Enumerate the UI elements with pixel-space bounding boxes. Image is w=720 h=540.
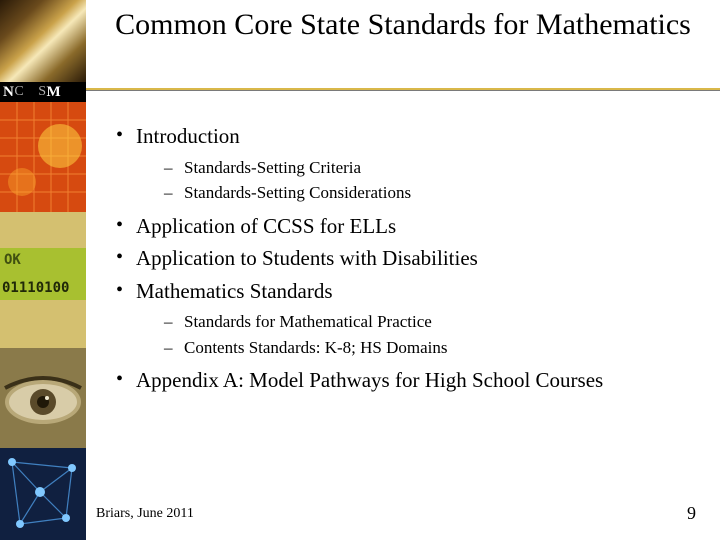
bullet-l1: Introduction Standards-Setting Criteria … <box>110 120 710 206</box>
sidebar-panel-tan-1 <box>0 212 86 248</box>
ncsm-logo: N C S M <box>0 82 86 102</box>
bullet-text: Standards-Setting Considerations <box>184 183 411 202</box>
bullet-l1: Application to Students with Disabilitie… <box>110 242 710 275</box>
footer-author-date: Briars, June 2011 <box>96 506 194 522</box>
bullet-text: Standards-Setting Criteria <box>184 158 361 177</box>
body-content: Introduction Standards-Setting Criteria … <box>110 120 710 397</box>
bullet-text: Appendix A: Model Pathways for High Scho… <box>136 368 603 392</box>
bullet-text: Standards for Mathematical Practice <box>184 312 432 331</box>
bullet-l2: Standards for Mathematical Practice <box>164 309 710 335</box>
sidebar-panel-orange <box>0 102 86 212</box>
footer-page-number: 9 <box>687 503 696 524</box>
bullet-text: Application to Students with Disabilitie… <box>136 246 478 270</box>
logo-letter-s: S <box>38 84 46 100</box>
logo-letter-c: C <box>14 84 24 100</box>
logo-letter-n: N <box>3 84 14 101</box>
sidebar-panel-bronze <box>0 0 86 82</box>
svg-text:OK: OK <box>4 252 21 268</box>
bullet-l1: Application of CCSS for ELLs <box>110 210 710 243</box>
bullet-l1: Mathematics Standards Standards for Math… <box>110 275 710 361</box>
bullet-l1: Appendix A: Model Pathways for High Scho… <box>110 364 710 397</box>
bullet-text: Contents Standards: K-8; HS Domains <box>184 338 448 357</box>
slide-title: Common Core State Standards for Mathemat… <box>96 8 710 43</box>
bullet-l2: Standards-Setting Criteria <box>164 155 710 181</box>
slide: N C S M <box>0 0 720 540</box>
sidebar-panel-network <box>0 448 86 540</box>
logo-letter-m: M <box>46 84 61 101</box>
bullet-text: Mathematics Standards <box>136 279 333 303</box>
bullet-l2: Contents Standards: K-8; HS Domains <box>164 335 710 361</box>
sidebar-panel-tan-2 <box>0 300 86 348</box>
decorative-sidebar: N C S M <box>0 0 86 540</box>
title-underline <box>86 88 720 92</box>
sidebar-panel-eye <box>0 348 86 448</box>
sidebar-panel-binary: OK 01110100 <box>0 248 86 300</box>
bullet-text: Introduction <box>136 124 240 148</box>
title-area: Common Core State Standards for Mathemat… <box>96 8 710 43</box>
bullet-l2: Standards-Setting Considerations <box>164 180 710 206</box>
svg-text:01110100: 01110100 <box>2 280 69 296</box>
bullet-text: Application of CCSS for ELLs <box>136 214 396 238</box>
